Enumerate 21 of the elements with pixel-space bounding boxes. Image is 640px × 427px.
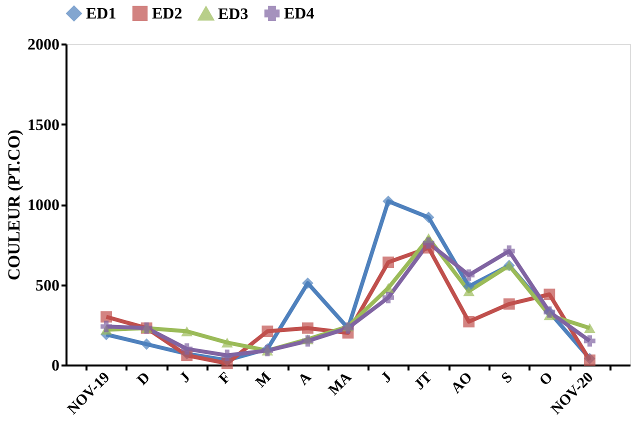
legend-label: ED4 [284,5,314,22]
x-tick-label: A [296,369,315,389]
x-tick-label: S [498,370,516,387]
legend-label: ED3 [218,6,248,23]
x-tick-label: AO [448,370,476,397]
x-tick-label: MA [326,369,355,399]
legend-label: ED2 [152,5,182,22]
y-axis-title: COULEUR (PT.CO) [4,130,24,280]
legend-label: ED1 [86,5,116,22]
x-tick-label: JT [412,370,436,394]
y-tick-label: 2000 [28,36,60,54]
x-tick-label: D [134,369,154,389]
x-tick-label: F [216,370,234,388]
y-tick-label: 1500 [28,116,60,134]
y-tick-label: 500 [36,277,60,294]
y-tick-label: 0 [52,358,60,374]
x-tick-label: J [177,369,194,386]
x-tick-label: J [378,369,396,386]
x-tick-label: O [536,370,556,390]
y-tick-label: 1000 [28,197,60,214]
x-tick-label: M [252,370,274,391]
